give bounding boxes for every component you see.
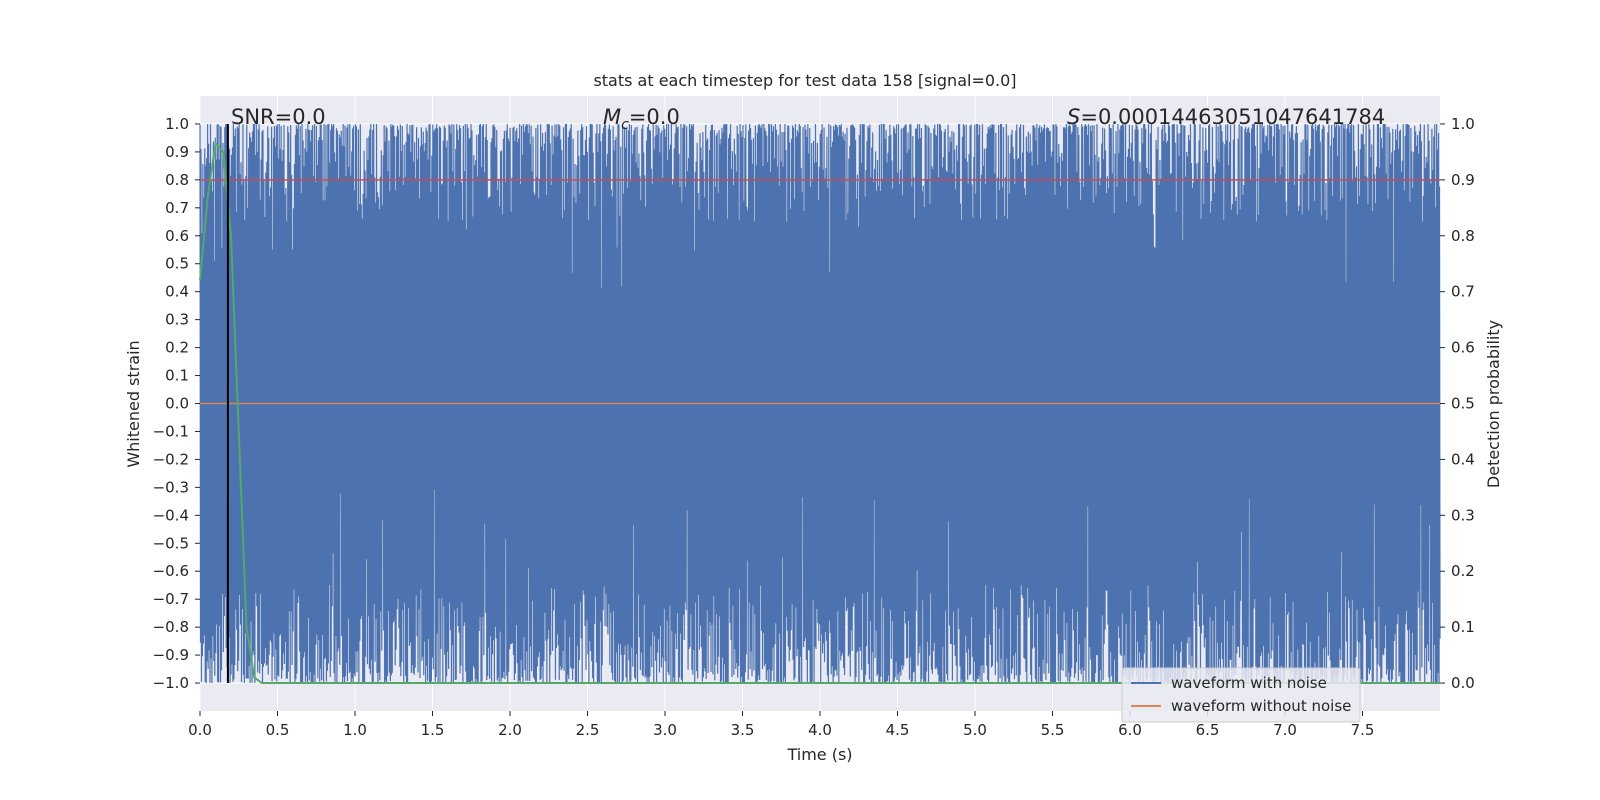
y-tick-label: −0.8 bbox=[153, 618, 189, 636]
y-tick-label: −0.6 bbox=[153, 562, 189, 580]
legend-box bbox=[1121, 667, 1361, 723]
chirp-mass-subscript: c bbox=[621, 117, 629, 133]
series-lines bbox=[199, 123, 1440, 685]
chirp-mass-annotation: Mc=0.0 bbox=[603, 105, 680, 133]
x-tick-label: 1.5 bbox=[421, 721, 445, 739]
y-tick-label: −0.9 bbox=[153, 646, 189, 664]
legend-label-noise: waveform with noise bbox=[1171, 674, 1327, 692]
y-right-tick-label: 0.8 bbox=[1451, 227, 1475, 245]
y-tick-label: −0.4 bbox=[153, 506, 189, 524]
y-tick-label: 0.9 bbox=[165, 143, 189, 161]
y-right-tick-label: 0.6 bbox=[1451, 339, 1475, 357]
y-right-tick-label: 0.7 bbox=[1451, 283, 1475, 301]
y-tick-label: 0.3 bbox=[165, 311, 189, 329]
y-tick-label: −0.3 bbox=[153, 478, 189, 496]
y-right-tick-label: 0.2 bbox=[1451, 562, 1475, 580]
chirp-mass-value: =0.0 bbox=[629, 105, 680, 129]
y-tick-label: 0.6 bbox=[165, 227, 189, 245]
y-tick-label: −1.0 bbox=[153, 674, 189, 692]
x-axis-ticks: 0.0 0.5 1.0 1.5 2.0 2.5 3.0 3.5 4.0 4.5 5.0 5.5 6.0 6… bbox=[188, 711, 1374, 739]
chart-title: stats at each timestep for test data 158… bbox=[593, 71, 1016, 90]
chirp-mass-symbol: M bbox=[603, 105, 621, 129]
x-tick-label: 0.0 bbox=[188, 721, 212, 739]
x-tick-label: 6.5 bbox=[1196, 721, 1220, 739]
y-tick-label: −0.5 bbox=[153, 534, 189, 552]
x-tick-label: 5.5 bbox=[1041, 721, 1065, 739]
x-tick-label: 3.0 bbox=[653, 721, 677, 739]
y-tick-label: −0.7 bbox=[153, 590, 189, 608]
x-tick-label: 5.0 bbox=[963, 721, 987, 739]
legend: waveform with noise waveform without noi… bbox=[1121, 667, 1361, 723]
y-right-tick-label: 0.1 bbox=[1451, 618, 1475, 636]
y-right-tick-label: 1.0 bbox=[1451, 115, 1475, 133]
y-tick-label: 0.7 bbox=[165, 199, 189, 217]
y-tick-label: 0.2 bbox=[165, 339, 189, 357]
y-right-tick-label: 0.9 bbox=[1451, 171, 1475, 189]
x-tick-label: 6.0 bbox=[1118, 721, 1142, 739]
x-tick-label: 0.5 bbox=[266, 721, 290, 739]
y-right-tick-label: 0.5 bbox=[1451, 395, 1475, 413]
y-tick-label: 0.8 bbox=[165, 171, 189, 189]
x-tick-label: 3.5 bbox=[731, 721, 755, 739]
series-detection-probability bbox=[199, 141, 1440, 685]
y-tick-label: −0.2 bbox=[153, 450, 189, 468]
y-tick-label: 1.0 bbox=[165, 115, 189, 133]
y-right-tick-label: 0.0 bbox=[1451, 674, 1475, 692]
x-tick-label: 7.0 bbox=[1273, 721, 1297, 739]
y-tick-label: 0.5 bbox=[165, 255, 189, 273]
y-right-tick-label: 0.3 bbox=[1451, 506, 1475, 524]
x-tick-label: 2.5 bbox=[576, 721, 600, 739]
series-noise-trace bbox=[199, 123, 1441, 684]
x-tick-label: 4.0 bbox=[808, 721, 832, 739]
y-tick-label: 0.1 bbox=[165, 367, 189, 385]
x-tick-label: 4.5 bbox=[886, 721, 910, 739]
y-axis-ticks: 1.0 0.9 0.8 0.7 0.6 0.5 0.4 0.3 0.2 0.1 0.0 −0.1 −0.… bbox=[153, 115, 200, 692]
y-right-tick-label: 0.4 bbox=[1451, 450, 1475, 468]
y-tick-label: 0.4 bbox=[165, 283, 189, 301]
y-tick-label: −0.1 bbox=[153, 422, 189, 440]
x-axis-label: Time (s) bbox=[786, 745, 852, 764]
y-axis-label: Whitened strain bbox=[124, 340, 143, 467]
x-tick-label: 1.0 bbox=[343, 721, 367, 739]
series-waveform-with-noise bbox=[199, 123, 1441, 684]
legend-label-clean: waveform without noise bbox=[1171, 697, 1351, 715]
s-annotation: S=0.0001446305104764178​4 bbox=[1067, 105, 1385, 129]
snr-annotation: SNR=0.0 bbox=[231, 105, 326, 129]
y-right-axis-ticks: 1.0 0.9 0.8 0.7 0.6 0.5 0.4 0.3 0.2 0.1 0.0 bbox=[1440, 115, 1475, 692]
x-tick-label: 7.5 bbox=[1351, 721, 1375, 739]
s-value: =0.0001446305104764178​4 bbox=[1080, 105, 1385, 129]
y-tick-label: 0.0 bbox=[165, 395, 189, 413]
x-tick-label: 2.0 bbox=[498, 721, 522, 739]
s-symbol: S bbox=[1067, 105, 1080, 129]
y-right-axis-label: Detection probability bbox=[1484, 320, 1503, 488]
